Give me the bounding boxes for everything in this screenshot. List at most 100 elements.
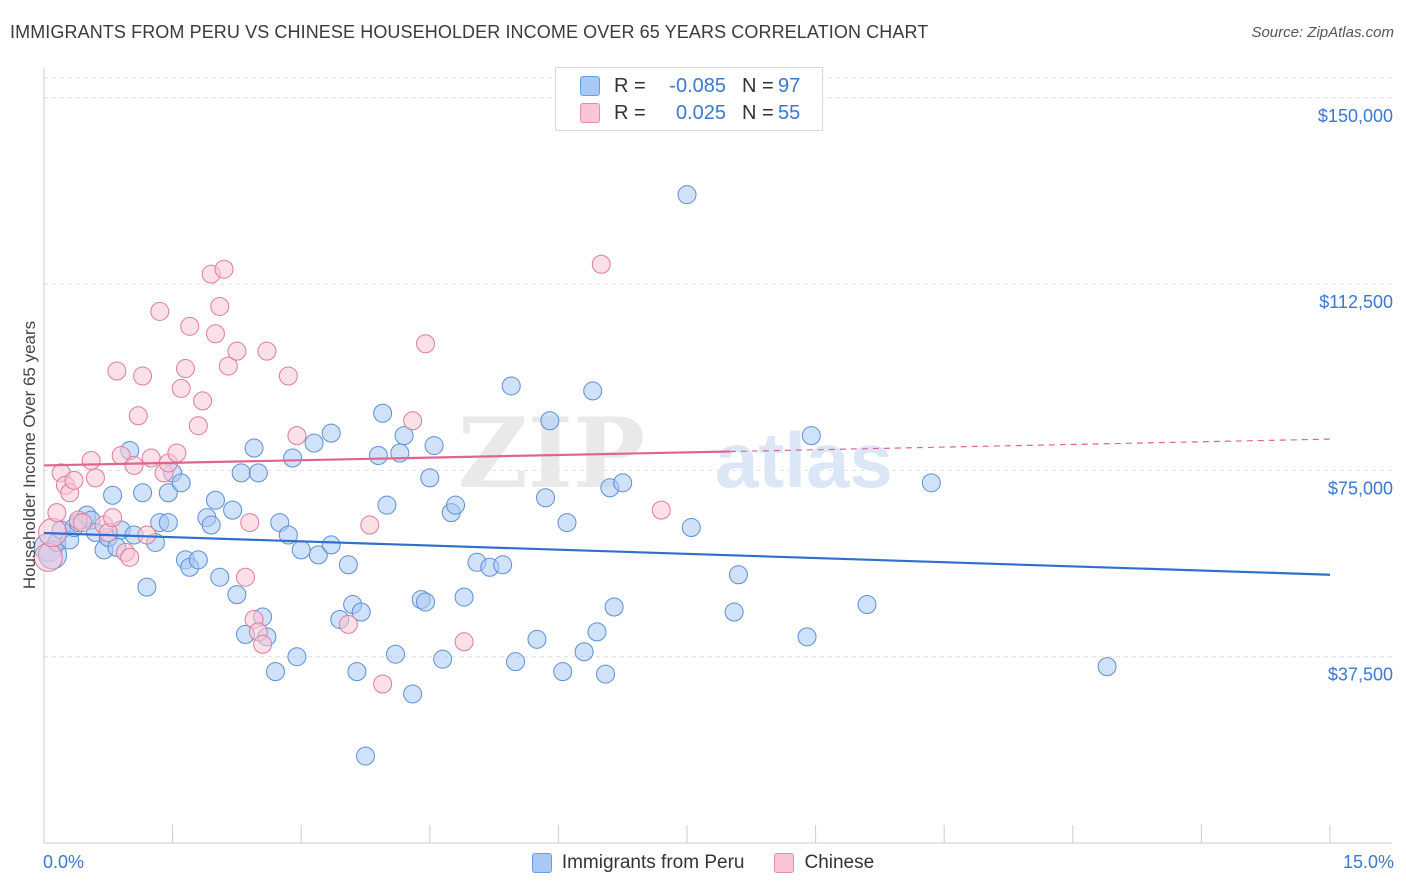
point-chinese xyxy=(227,341,247,361)
point-chinese xyxy=(120,547,140,567)
point-peru xyxy=(265,662,285,682)
point-chinese xyxy=(240,513,260,533)
point-peru xyxy=(724,602,744,622)
point-chinese xyxy=(124,455,144,475)
y-tick-label: $150,000 xyxy=(1318,106,1393,126)
legend-n-label: N = xyxy=(742,101,774,124)
legend-n-value: 97 xyxy=(778,74,801,97)
series-legend-chinese: Chinese xyxy=(774,852,874,874)
point-peru xyxy=(244,438,264,458)
point-peru xyxy=(227,585,247,605)
legend-r-label: R = xyxy=(614,74,646,97)
point-peru xyxy=(351,602,371,622)
point-peru xyxy=(677,185,697,205)
legend-r-value: 0.025 xyxy=(675,101,726,124)
point-peru xyxy=(801,426,821,446)
y-tick-label: $75,000 xyxy=(1328,478,1393,498)
axes xyxy=(43,68,1392,844)
point-peru xyxy=(536,488,556,508)
point-chinese xyxy=(64,470,84,490)
point-peru xyxy=(797,627,817,647)
point-chinese xyxy=(171,378,191,398)
x-tick-label-max: 15.0% xyxy=(1342,852,1394,872)
point-chinese xyxy=(150,301,170,321)
point-chinese xyxy=(287,426,307,446)
point-peru xyxy=(103,485,123,505)
series-peru-points xyxy=(33,185,1117,766)
point-peru xyxy=(158,483,178,503)
point-chinese xyxy=(47,503,67,523)
point-chinese xyxy=(373,674,393,694)
y-tick-label: $37,500 xyxy=(1328,665,1393,685)
point-chinese xyxy=(651,500,671,520)
point-peru xyxy=(347,662,367,682)
point-peru xyxy=(857,595,877,615)
point-peru xyxy=(223,500,243,520)
point-peru xyxy=(574,642,594,662)
point-peru xyxy=(321,423,341,443)
point-chinese xyxy=(278,366,298,386)
point-peru xyxy=(506,652,526,672)
point-peru xyxy=(278,525,298,545)
point-peru xyxy=(158,513,178,533)
point-peru xyxy=(540,411,560,431)
legend-n-value: 55 xyxy=(778,101,801,124)
point-peru xyxy=(386,644,406,664)
point-peru xyxy=(403,684,423,704)
point-chinese xyxy=(73,513,93,533)
point-chinese xyxy=(85,468,105,488)
point-peru xyxy=(493,555,513,575)
point-peru xyxy=(681,518,701,538)
y-tick-label: $112,500 xyxy=(1319,292,1393,312)
point-peru xyxy=(446,495,466,515)
point-chinese xyxy=(253,634,273,654)
stats-legend: R = -0.085 N = 97 R = 0.025 N = 55 xyxy=(555,67,823,131)
point-peru xyxy=(454,587,474,607)
point-peru xyxy=(553,662,573,682)
legend-swatch-chinese xyxy=(580,103,600,123)
point-chinese xyxy=(214,259,234,279)
point-chinese xyxy=(167,443,187,463)
point-chinese xyxy=(210,296,230,316)
point-chinese xyxy=(591,254,611,274)
point-chinese xyxy=(218,356,238,376)
series-legend-swatch-peru xyxy=(531,853,552,873)
point-chinese xyxy=(193,391,213,411)
point-peru xyxy=(248,463,268,483)
watermark-atlas: atlas xyxy=(715,416,893,504)
point-chinese xyxy=(338,614,358,634)
point-peru xyxy=(210,567,230,587)
point-peru xyxy=(356,746,375,766)
chart-title: IMMIGRANTS FROM PERU VS CHINESE HOUSEHOL… xyxy=(10,22,929,42)
point-peru xyxy=(283,448,303,468)
point-peru xyxy=(394,426,414,446)
point-peru xyxy=(557,513,577,533)
series-legend: Immigrants from Peru Chinese xyxy=(0,852,1406,874)
series-legend-label-chinese: Chinese xyxy=(804,852,875,873)
point-peru xyxy=(137,577,157,597)
source-credit: Source: ZipAtlas.com xyxy=(1251,24,1394,41)
point-chinese xyxy=(235,567,255,587)
point-peru xyxy=(921,473,941,493)
point-chinese xyxy=(103,508,123,528)
point-peru xyxy=(304,433,324,453)
point-peru xyxy=(416,592,436,612)
point-peru xyxy=(291,540,311,560)
point-peru xyxy=(433,649,453,669)
point-peru xyxy=(728,565,748,585)
point-peru xyxy=(287,647,307,667)
point-chinese xyxy=(360,515,380,535)
point-peru xyxy=(424,436,444,456)
point-peru xyxy=(205,490,225,510)
legend-row-peru: R = -0.085 N = 97 xyxy=(556,73,800,99)
point-chinese xyxy=(81,450,101,470)
point-peru xyxy=(231,463,251,483)
point-peru xyxy=(377,495,397,515)
point-chinese xyxy=(454,632,474,652)
point-peru xyxy=(1097,657,1117,677)
point-peru xyxy=(420,468,440,488)
point-chinese xyxy=(107,361,127,381)
legend-row-chinese: R = 0.025 N = 55 xyxy=(556,100,800,126)
trend-lines xyxy=(43,438,1331,576)
